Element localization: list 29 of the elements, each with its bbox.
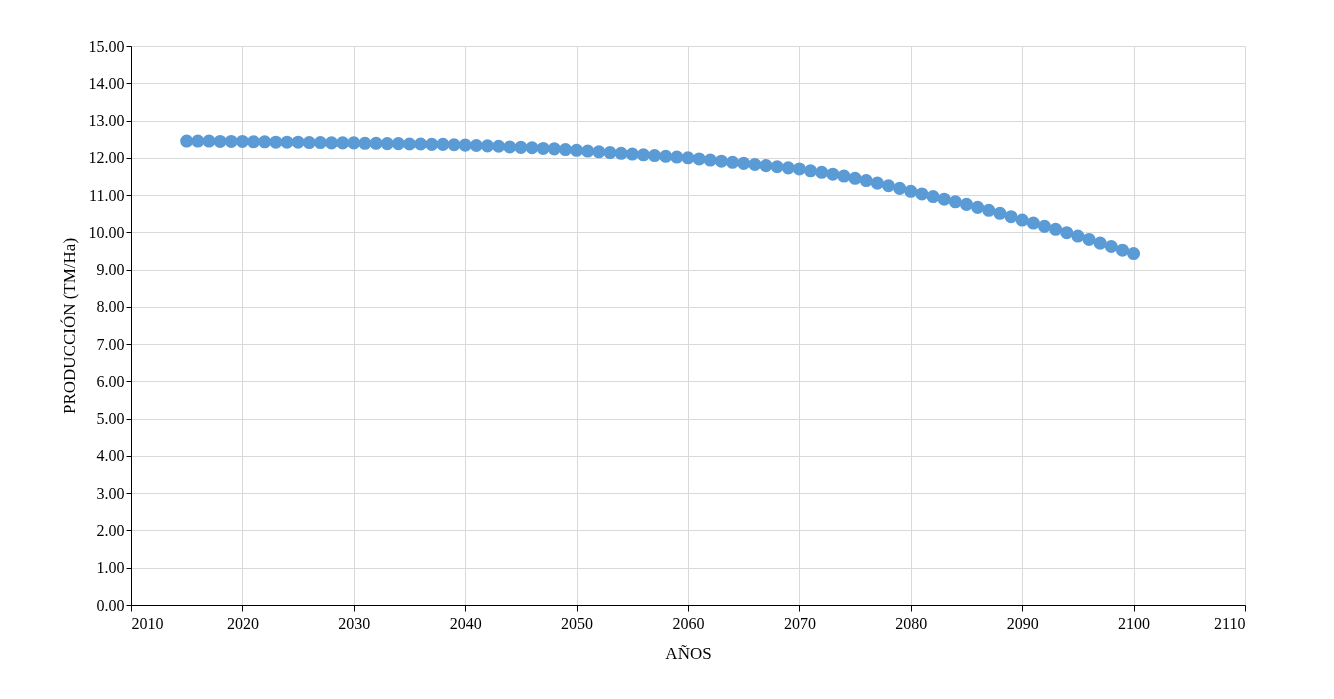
y-tick-label: 5.00 [96, 410, 125, 428]
x-axis-title: AÑOS [665, 643, 712, 663]
y-tick-label: 0.00 [96, 596, 125, 614]
y-tick-label: 9.00 [96, 261, 125, 279]
x-tick-label: 2020 [226, 614, 259, 632]
x-tick-label: 2060 [672, 614, 705, 632]
y-tick-label: 1.00 [96, 559, 125, 577]
y-tick-label: 15.00 [88, 37, 125, 55]
x-tick-label: 2100 [1118, 614, 1151, 632]
y-tick-label: 4.00 [96, 447, 125, 465]
x-tick-label: 2010 [131, 614, 164, 632]
x-tick-label: 2080 [895, 614, 928, 632]
y-tick-label: 6.00 [96, 372, 125, 390]
x-tick-label: 2070 [783, 614, 816, 632]
x-tick-label: 2110 [1214, 614, 1246, 632]
y-tick-label: 2.00 [96, 521, 125, 539]
x-tick-label: 2050 [561, 614, 594, 632]
y-tick-label: 11.00 [89, 186, 125, 204]
x-tick-label: 2030 [338, 614, 371, 632]
x-tick-label: 2090 [1006, 614, 1039, 632]
y-axis-title: PRODUCCIÓN (TM/Ha) [59, 237, 79, 415]
y-tick-label: 12.00 [88, 149, 125, 167]
y-tick-label: 10.00 [88, 223, 125, 241]
y-tick-label: 3.00 [96, 484, 125, 502]
y-tick-label: 13.00 [88, 112, 125, 130]
y-tick-label: 14.00 [88, 74, 125, 92]
y-tick-label: 7.00 [96, 335, 125, 353]
x-tick-label: 2040 [449, 614, 482, 632]
y-tick-label: 8.00 [96, 298, 125, 316]
